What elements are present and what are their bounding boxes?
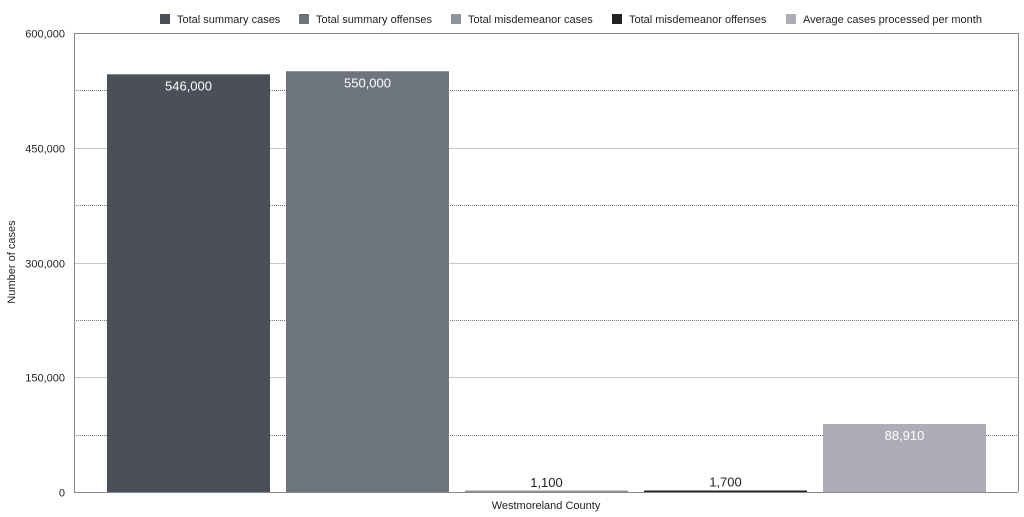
y-tick-label: 0	[59, 488, 65, 500]
legend-swatch	[612, 14, 622, 24]
legend-label: Total summary offenses	[316, 14, 432, 26]
legend-swatch	[299, 14, 309, 24]
legend: Total summary cases Total summary offense…	[160, 14, 982, 26]
data-label: 88,910	[885, 428, 925, 443]
bar	[107, 74, 270, 492]
y-tick-label: 450,000	[25, 144, 65, 156]
bar	[644, 490, 807, 492]
legend-swatch	[160, 14, 170, 24]
y-tick-label: 300,000	[25, 259, 65, 271]
legend-label: Average cases processed per month	[803, 14, 982, 26]
y-axis-label: Number of cases	[6, 220, 18, 304]
data-label: 550,000	[344, 75, 391, 90]
y-tick-label: 150,000	[25, 373, 65, 385]
bar	[465, 490, 628, 492]
data-label: 546,000	[165, 78, 212, 93]
y-tick-label: 600,000	[25, 29, 65, 41]
legend-swatch	[786, 14, 796, 24]
legend-swatch	[451, 14, 461, 24]
bar	[286, 71, 449, 492]
data-label: 1,700	[709, 475, 742, 490]
x-axis-label: Westmoreland County	[492, 500, 601, 512]
legend-label: Total summary cases	[177, 14, 281, 26]
legend-label: Total misdemeanor offenses	[629, 14, 767, 26]
bars: 546,000 550,000 1,100 1,700 88,910	[107, 71, 986, 492]
data-label: 1,100	[530, 475, 563, 490]
legend-label: Total misdemeanor cases	[468, 14, 593, 26]
bar	[823, 423, 986, 492]
y-axis-ticks: 0 150,000 300,000 450,000 600,000	[25, 29, 65, 500]
